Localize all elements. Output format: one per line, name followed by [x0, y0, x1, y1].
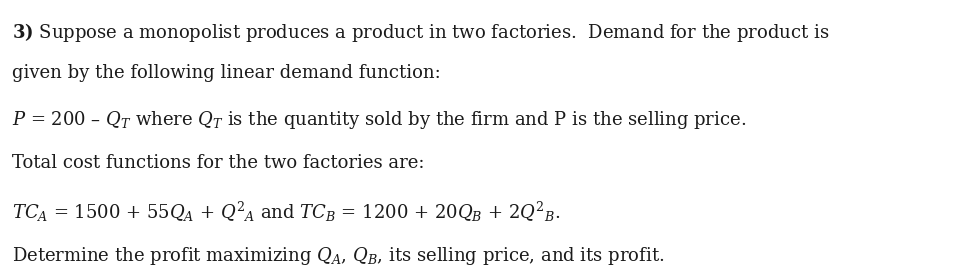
Text: given by the following linear demand function:: given by the following linear demand fun…: [12, 64, 441, 82]
Text: $\mathbf{3)}$ Suppose a monopolist produces a product in two factories.  Demand : $\mathbf{3)}$ Suppose a monopolist produ…: [12, 21, 830, 44]
Text: $TC_A$ = 1500 + 55$Q_A$ + $Q^2{}_A$ and $TC_B$ = 1200 + 20$Q_B$ + 2$Q^2{}_B$.: $TC_A$ = 1500 + 55$Q_A$ + $Q^2{}_A$ and …: [12, 200, 560, 224]
Text: Total cost functions for the two factories are:: Total cost functions for the two factori…: [12, 154, 425, 172]
Text: $P$ = 200 – $Q_T$ where $Q_T$ is the quantity sold by the firm and P is the sell: $P$ = 200 – $Q_T$ where $Q_T$ is the qua…: [12, 109, 747, 131]
Text: Determine the profit maximizing $Q_A$, $Q_B$, its selling price, and its profit.: Determine the profit maximizing $Q_A$, $…: [12, 245, 665, 267]
